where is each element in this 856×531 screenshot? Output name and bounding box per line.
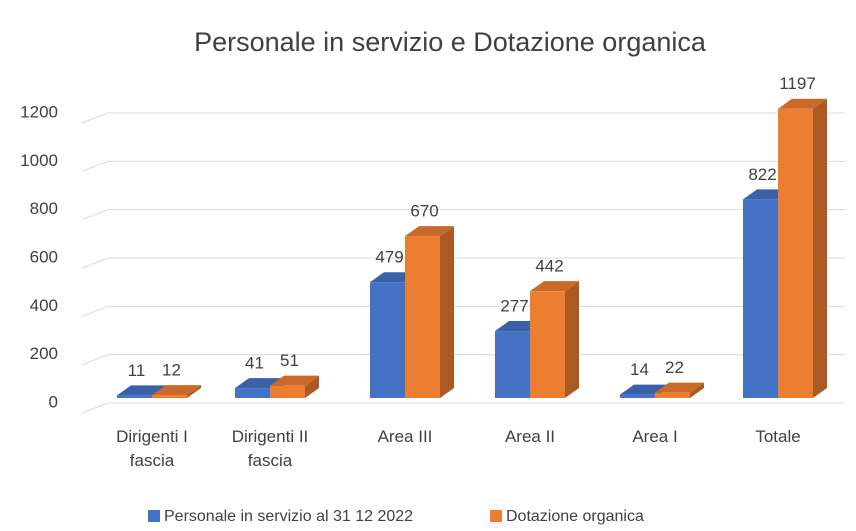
y-tick-label: 400 (30, 296, 58, 315)
bar (530, 281, 579, 398)
bar-front (655, 392, 690, 398)
x-tick-label: Area I (632, 427, 678, 446)
data-label: 442 (535, 257, 563, 276)
grid-line (81, 402, 845, 414)
y-tick-label: 200 (30, 344, 58, 363)
bar-front (270, 385, 305, 398)
x-tick-label: Area III (377, 427, 433, 446)
data-label: 14 (630, 360, 649, 379)
y-tick-label: 800 (30, 199, 58, 218)
grid-line (81, 112, 845, 124)
bar-top (152, 385, 201, 396)
bar-front (530, 291, 565, 398)
grid-line (81, 257, 845, 269)
data-label: 12 (162, 361, 181, 380)
bar-front (778, 108, 813, 398)
y-tick-label: 1000 (20, 151, 58, 170)
legend-item: Personale in servizio al 31 12 2022 (148, 508, 413, 526)
bar-front (152, 395, 187, 398)
legend-swatch (490, 510, 502, 522)
data-label: 41 (245, 354, 264, 373)
bar-top (405, 226, 454, 237)
data-label: 822 (748, 165, 776, 184)
grid-line (81, 209, 845, 221)
data-label: 479 (375, 248, 403, 267)
bar-front (743, 199, 778, 398)
bar-side (440, 226, 454, 398)
bar-side (813, 98, 827, 398)
bar-top (270, 375, 319, 386)
bar-side (305, 375, 319, 398)
bar (655, 382, 704, 398)
bar-side (565, 281, 579, 398)
bar (152, 385, 201, 398)
bar-front (117, 395, 152, 398)
data-label: 51 (280, 351, 299, 370)
x-tick-label: Dirigenti II fascia (231, 427, 309, 470)
grid-line (81, 354, 845, 366)
data-label: 22 (665, 358, 684, 377)
legend-item: Dotazione organica (490, 508, 644, 526)
y-tick-label: 600 (30, 247, 58, 266)
bar-top (655, 382, 704, 393)
bar-front (235, 388, 270, 398)
bar-front (620, 394, 655, 398)
x-tick-label: Dirigenti I fascia (116, 427, 188, 470)
legend-label: Dotazione organica (506, 508, 644, 525)
bar-side (187, 385, 201, 398)
legend-swatch (148, 510, 160, 522)
y-tick-label: 0 (49, 392, 58, 411)
bar-front (370, 282, 405, 398)
bar-front (405, 236, 440, 398)
y-tick-label: 1200 (20, 102, 58, 121)
bar-front (495, 331, 530, 398)
data-label: 277 (500, 297, 528, 316)
bar-side (690, 382, 704, 398)
grid-line (81, 160, 845, 172)
grid-line (81, 305, 845, 317)
bar (405, 226, 454, 398)
bar (270, 375, 319, 398)
data-label: 11 (128, 361, 146, 380)
legend-label: Personale in servizio al 31 12 2022 (164, 508, 414, 525)
x-tick-label: Totale (755, 427, 801, 446)
data-label: 670 (410, 202, 438, 221)
chart-title: Personale in servizio e Dotazione organi… (194, 27, 707, 57)
data-label: 1197 (779, 74, 816, 93)
bar-top (778, 98, 827, 109)
bar (778, 98, 827, 398)
bar-top (530, 281, 579, 292)
x-tick-label: Area II (504, 427, 556, 446)
bar-top (117, 385, 166, 396)
